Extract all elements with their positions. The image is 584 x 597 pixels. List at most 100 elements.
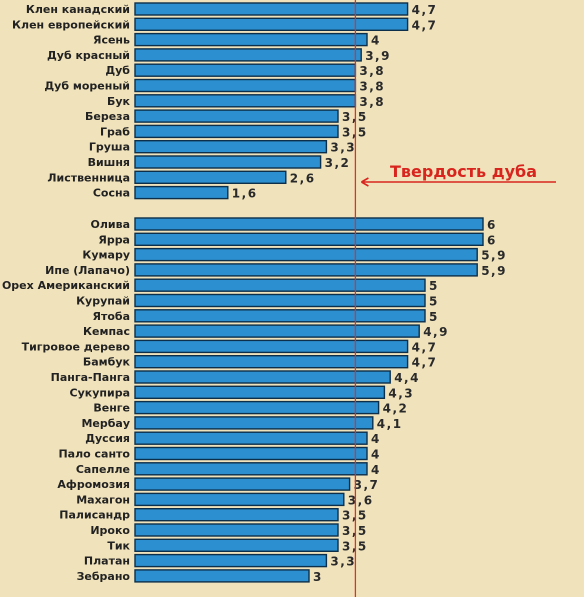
bar-0-11	[134, 170, 287, 185]
bar-1-14	[134, 431, 368, 445]
category-label: Сапелле	[76, 463, 130, 476]
category-label: Ироко	[90, 524, 130, 537]
category-label: Олива	[91, 218, 131, 231]
value-label: 3,8	[359, 64, 385, 78]
category-label: Дуб красный	[47, 49, 130, 62]
value-label: 2,6	[290, 171, 316, 185]
category-label: Груша	[89, 141, 130, 154]
bar-1-21	[134, 538, 339, 552]
category-label: Клен канадский	[26, 3, 130, 16]
bar-1-2	[134, 247, 478, 262]
value-label: 3,7	[354, 478, 380, 492]
category-label: Пало санто	[58, 448, 130, 461]
category-label: Афромозия	[57, 478, 130, 491]
category-label: Палисандр	[59, 509, 130, 522]
value-label: 3,6	[348, 493, 374, 507]
category-label: Дуб мореный	[44, 80, 130, 93]
bar-1-17	[134, 477, 351, 491]
category-label: Венге	[93, 402, 130, 415]
bar-1-22	[134, 553, 328, 568]
value-label: 4,9	[423, 325, 449, 339]
category-label: Курупай	[76, 295, 130, 308]
value-label: 3,5	[342, 509, 368, 523]
category-label: Ясень	[93, 34, 130, 47]
category-label: Платан	[84, 555, 130, 568]
bar-1-0	[134, 217, 484, 231]
bar-1-3	[134, 263, 478, 277]
category-label: Панга-Панга	[51, 371, 130, 384]
category-label: Береза	[85, 110, 130, 123]
value-label: 3,9	[365, 49, 391, 63]
bar-0-6	[134, 94, 357, 108]
bar-1-20	[134, 523, 339, 537]
category-label: Дуб	[105, 64, 130, 77]
category-label: Тик	[107, 539, 130, 552]
value-label: 4,4	[394, 371, 420, 385]
value-label: 4,7	[412, 356, 438, 370]
category-label: Ярра	[98, 233, 130, 246]
bar-1-15	[134, 446, 368, 461]
category-label: Дуссия	[85, 432, 130, 445]
bar-1-9	[134, 355, 409, 369]
value-label: 3,8	[359, 80, 385, 94]
value-label: 3,5	[342, 125, 368, 139]
bar-1-16	[134, 462, 368, 476]
category-label: Граб	[100, 125, 130, 138]
bar-0-0	[134, 2, 409, 16]
reference-annotation: Твердость дуба	[354, 0, 556, 597]
category-label: Лиственница	[47, 171, 130, 184]
category-label: Кемпас	[83, 325, 130, 338]
bar-0-12	[134, 185, 229, 200]
value-label: 3	[313, 570, 323, 584]
bar-1-18	[134, 492, 345, 507]
bar-0-7	[134, 109, 339, 123]
category-label: Бук	[107, 95, 131, 108]
value-label: 4,7	[412, 3, 438, 17]
value-label: 6	[487, 233, 497, 247]
category-label: Вишня	[88, 156, 130, 169]
value-label: 5	[429, 310, 439, 324]
bar-0-3	[134, 48, 362, 62]
value-label: 5	[429, 279, 439, 293]
value-label: 5,9	[481, 249, 507, 263]
reference-label: Твердость дуба	[390, 162, 537, 181]
value-label: 3,3	[330, 141, 356, 155]
value-label: 4	[371, 448, 381, 462]
bar-0-8	[134, 124, 339, 139]
bar-1-11	[134, 385, 386, 399]
bar-1-7	[134, 324, 420, 338]
value-label: 6	[487, 218, 497, 232]
bar-0-1	[134, 17, 409, 31]
category-label: Сукупира	[70, 386, 130, 399]
value-label: 5,9	[481, 264, 507, 278]
bars-layer	[134, 2, 484, 583]
value-label: 4,7	[412, 18, 438, 32]
bar-1-4	[134, 278, 426, 292]
bar-1-6	[134, 309, 426, 323]
bar-1-1	[134, 232, 484, 247]
category-label: Орех Американский	[2, 279, 130, 292]
value-label: 3,5	[342, 110, 368, 124]
category-label: Зебрано	[77, 570, 131, 583]
bar-0-4	[134, 63, 357, 77]
category-label: Мербау	[81, 417, 130, 430]
bar-1-5	[134, 293, 426, 308]
category-label: Махагон	[76, 493, 130, 506]
bar-0-10	[134, 155, 322, 169]
bar-1-10	[134, 370, 391, 384]
value-label: 4,3	[388, 386, 414, 400]
category-label: Бамбук	[83, 356, 131, 369]
labels-layer: Клен канадский 4,7 Клен европейский 4,7 Ясен…	[2, 3, 507, 584]
value-label: 4,1	[377, 417, 403, 431]
value-label: 4,2	[383, 402, 409, 416]
bar-1-12	[134, 400, 380, 415]
bar-0-9	[134, 139, 328, 154]
bar-1-8	[134, 339, 409, 354]
category-label: Кумару	[82, 249, 130, 262]
bar-1-19	[134, 508, 339, 522]
value-label: 4	[371, 34, 381, 48]
value-label: 3,2	[325, 156, 351, 170]
value-label: 3,8	[359, 95, 385, 109]
bar-0-2	[134, 32, 368, 47]
